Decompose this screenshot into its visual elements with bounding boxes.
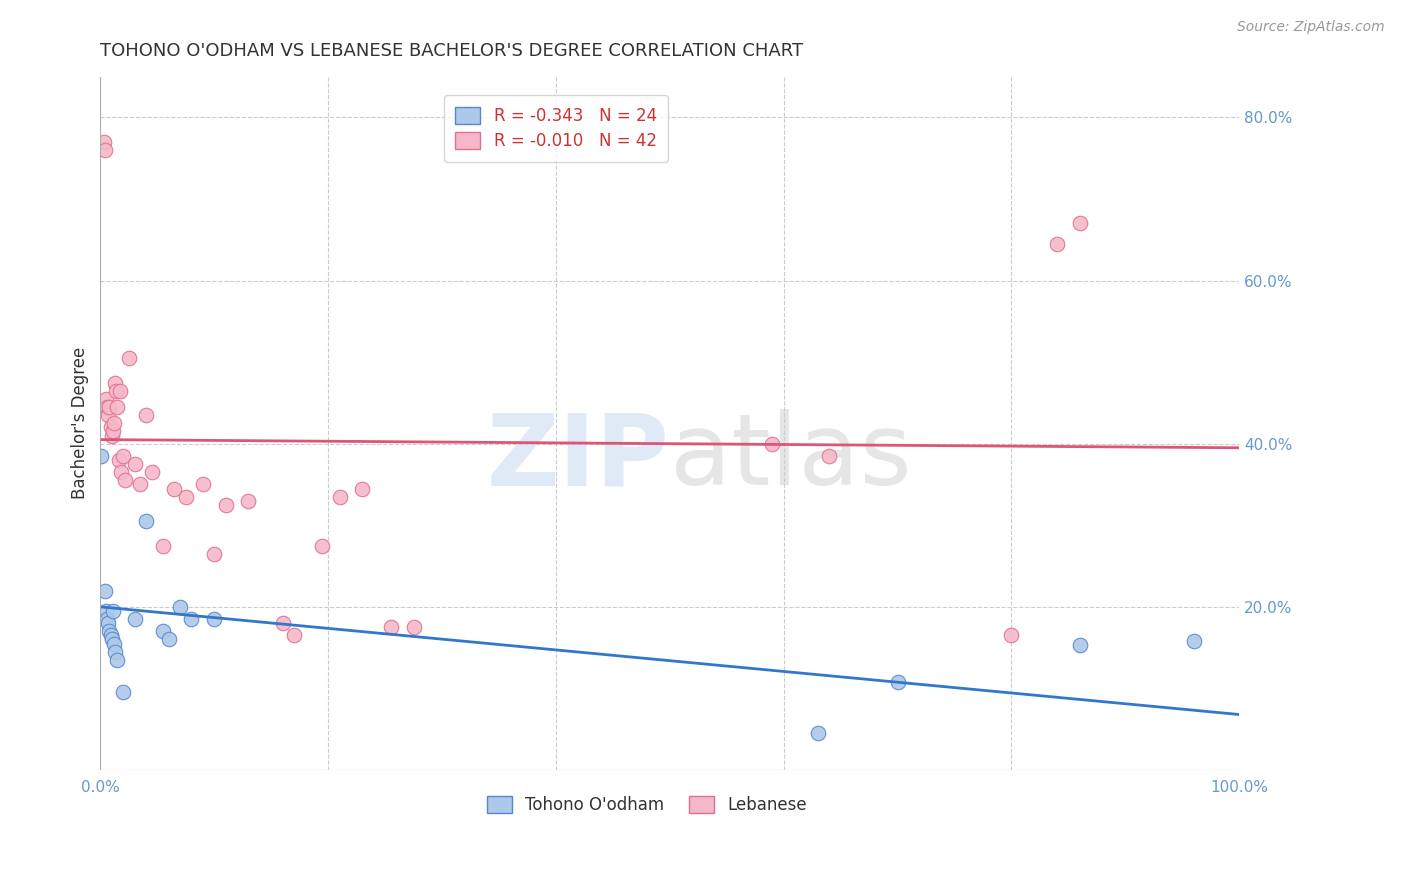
Point [129,477,152,491]
Point [97,616,120,631]
Point [94,143,117,157]
Point [124,457,146,471]
Point [97,408,120,422]
Point [163,482,186,496]
Point [98,400,121,414]
Point [141,465,163,479]
Point [101,604,124,618]
Point [152,624,174,639]
Point [94,583,117,598]
Point [157,632,180,647]
Point [100,420,122,434]
Point [104,645,127,659]
Point [114,474,136,488]
Point [886,674,908,689]
Point [98,624,121,639]
Point [1182,634,1205,648]
Point [90,449,112,463]
Text: Source: ZipAtlas.com: Source: ZipAtlas.com [1237,20,1385,34]
Legend: Tohono O'odham, Lebanese: Tohono O'odham, Lebanese [477,786,817,824]
Point [152,539,174,553]
Point [352,482,374,496]
Y-axis label: Bachelor's Degree: Bachelor's Degree [72,347,89,500]
Point [96,612,118,626]
Point [100,632,122,647]
Point [283,628,305,642]
Point [94,392,117,406]
Point [202,612,225,626]
Point [818,449,841,463]
Point [328,490,350,504]
Point [169,599,191,614]
Point [402,620,425,634]
Point [135,408,157,422]
Point [104,376,127,390]
Point [107,453,129,467]
Point [112,685,135,699]
Point [105,384,128,398]
Point [1069,216,1091,230]
Point [107,400,129,414]
Point [103,636,125,650]
Point [191,477,214,491]
Point [100,628,122,642]
Point [108,384,131,398]
Point [311,539,333,553]
Point [271,616,294,631]
Point [103,417,125,431]
Point [94,604,117,618]
Point [1069,638,1091,652]
Point [1000,628,1022,642]
Point [93,135,115,149]
Text: ZIP: ZIP [486,409,669,507]
Point [107,653,129,667]
Point [135,514,157,528]
Point [124,612,146,626]
Point [807,726,830,740]
Text: TOHONO O'ODHAM VS LEBANESE BACHELOR'S DEGREE CORRELATION CHART: TOHONO O'ODHAM VS LEBANESE BACHELOR'S DE… [100,42,803,60]
Point [101,425,124,439]
Point [100,428,122,442]
Point [761,436,783,450]
Point [1046,236,1069,251]
Text: atlas: atlas [669,409,911,507]
Point [202,547,225,561]
Point [110,465,132,479]
Point [214,498,236,512]
Point [180,612,202,626]
Point [174,490,197,504]
Point [380,620,402,634]
Point [238,493,260,508]
Point [112,449,135,463]
Point [96,400,118,414]
Point [118,351,141,365]
